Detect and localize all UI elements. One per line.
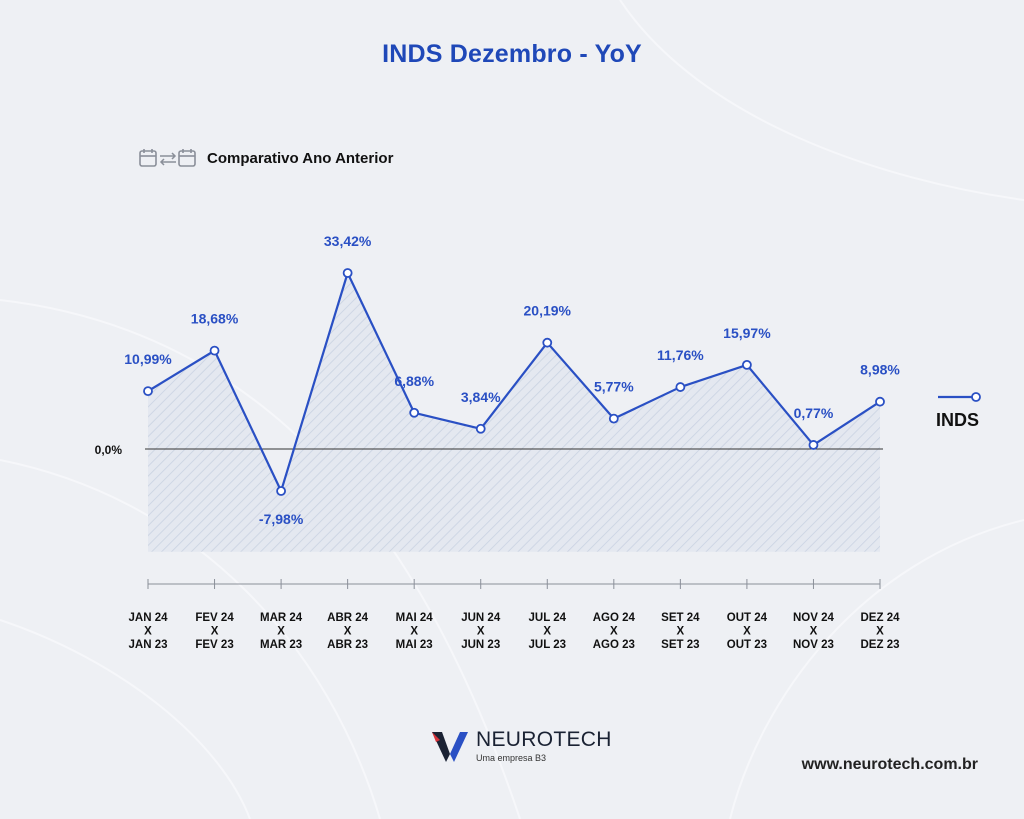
x-tick-label: FEV 24 [195,612,234,624]
x-tick-label: JUN 23 [461,639,500,651]
x-tick-label: X [876,626,884,638]
data-point [342,268,353,278]
x-tick-label: JAN 23 [129,639,168,651]
data-point [209,345,220,356]
data-label: 8,98% [860,362,900,378]
x-tick-label: SET 24 [661,612,700,624]
x-tick-label: X [677,626,685,638]
data-point [742,359,752,370]
x-tick-label: OUT 24 [727,612,768,624]
x-tick-label: X [144,626,152,638]
data-label: 5,77% [594,379,634,395]
x-tick-label: JUL 23 [529,639,567,651]
x-tick-label: JUN 24 [461,612,501,624]
data-label: 11,76% [657,347,704,363]
x-tick-label: X [543,626,551,638]
x-tick-label: MAI 23 [396,639,433,651]
x-tick-label: X [277,626,285,638]
data-point [608,413,619,424]
data-point [143,386,153,397]
legend-label: INDS [936,410,980,430]
data-label: -7,98% [259,511,304,527]
logo-tagline: Uma empresa B3 [476,753,547,763]
x-tick-label: OUT 23 [727,639,767,651]
series-line-inds [147,271,881,493]
x-tick-label: X [810,626,818,638]
data-label: 33,42% [324,233,372,249]
x-tick-label: X [610,626,618,638]
x-tick-label: X [211,626,219,638]
data-label: 20,19% [524,303,572,319]
chart-subtitle: Comparativo Ano Anterior [139,147,393,169]
x-tick-label: JAN 24 [129,612,169,624]
data-point [409,407,420,418]
data-point [542,337,553,348]
data-point [808,440,819,450]
x-tick-label: MAI 24 [396,612,434,624]
x-tick-label: AGO 24 [593,612,636,624]
data-label: 3,84% [461,389,501,405]
x-tick-label: ABR 23 [327,639,368,651]
x-tick-label: MAR 23 [260,639,302,651]
x-tick-label: JUL 24 [529,612,567,624]
x-tick-label: ABR 24 [327,612,369,624]
data-label: 0,77% [794,405,834,421]
data-label: 15,97% [723,325,771,341]
logo-name: NEUROTECH [476,728,612,751]
neurotech-logo: NEUROTECH Uma empresa B3 [430,728,612,764]
subtitle-text: Comparativo Ano Anterior [207,149,394,167]
x-tick-label: X [410,626,418,638]
x-tick-label: NOV 23 [793,639,834,651]
page-title: INDS Dezembro - YoY [382,40,642,68]
calendar-compare-icon [139,149,196,167]
x-tick-label: FEV 23 [195,639,233,651]
x-tick-label: X [344,626,352,638]
x-tick-label: X [477,626,485,638]
data-label: 10,99% [124,351,172,367]
data-point [475,423,486,434]
x-tick-label: DEZ 24 [861,612,901,624]
data-label: 6,88% [394,373,434,389]
website-link[interactable]: www.neurotech.com.br [801,756,978,773]
data-point [675,382,686,392]
legend-point-marker [971,392,981,402]
data-point [276,486,286,496]
area-fill [148,273,880,552]
x-tick-label: AGO 23 [593,639,635,651]
x-tick-label: NOV 24 [793,612,835,624]
x-tick-label: SET 23 [661,639,699,651]
neurotech-logo-icon [432,732,468,762]
x-tick-label: X [743,626,751,638]
data-point [875,396,885,407]
x-tick-label: DEZ 23 [861,639,900,651]
data-label: 18,68% [191,311,239,327]
baseline-label: 0,0% [95,443,123,457]
x-tick-label: MAR 24 [260,612,303,624]
